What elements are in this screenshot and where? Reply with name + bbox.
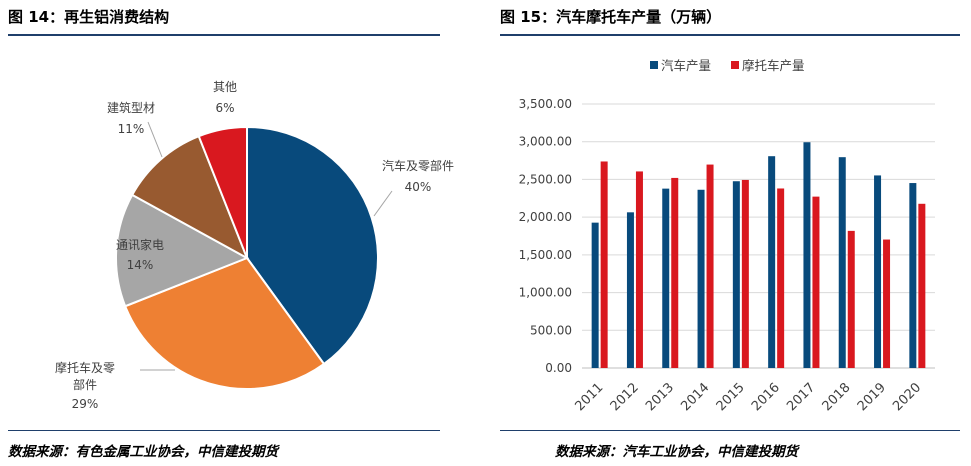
bar-auto-2018 [838,157,846,368]
x-tick-label-2019: 2019 [855,380,889,414]
bar-bottom-rule [500,430,960,431]
y-tick-label-4: 2,000.00 [519,210,572,224]
bar-moto-2013 [671,177,679,368]
bar-auto-2016 [768,156,776,368]
bar-moto-2015 [741,179,749,368]
pie-leader-line-1 [373,190,393,217]
x-tick-label-2013: 2013 [643,380,677,414]
pie-slice-label-5: 其他 [213,80,237,94]
pie-slice-5 [197,125,248,259]
legend-label-2: 摩托车产量 [742,58,805,73]
pie-slice-label-2: 摩托车及零 [55,360,115,375]
bar-moto-2011 [600,161,608,368]
bar-moto-2016 [777,188,785,368]
pie-slice-label-1: 汽车及零部件 [382,158,454,173]
x-tick-label-2015: 2015 [714,380,748,414]
bar-auto-2015 [732,181,740,368]
x-tick-label-2014: 2014 [678,380,712,414]
bar-auto-2011 [591,222,599,368]
pie-slice-label-2-cont: 部件 [73,377,97,392]
pie-slice-label-3: 通讯家电 [116,237,164,252]
y-tick-label-5: 2,500.00 [519,172,572,186]
bar-moto-2017 [812,196,820,368]
pie-slice-4 [130,134,249,261]
bar-auto-2013 [662,188,670,368]
y-tick-label-7: 3,500.00 [519,97,572,111]
bar-source-note: 数据来源：汽车工业协会，中信建投期货 [555,444,798,460]
bar-moto-2019 [883,239,891,368]
bar-auto-2019 [874,175,882,368]
pie-figure-title: 图 14：再生铝消费结构 [8,8,170,26]
bar-moto-2018 [847,230,855,368]
y-tick-label-3: 1,500.00 [519,248,572,262]
legend-swatch-2 [731,61,739,69]
bar-title-rule [500,34,960,36]
x-tick-label-2017: 2017 [784,380,818,414]
pie-slice-value-4: 11% [118,122,145,136]
pie-slice-value-3: 14% [127,258,154,272]
bar-figure-title: 图 15：汽车摩托车产量（万辆） [500,8,722,26]
y-tick-label-0: 0.00 [545,361,572,375]
bar-moto-2014 [706,164,714,368]
bar-chart: 0.00 500.00 1,000.00 1,500.00 2,000.00 2,500.… [519,58,935,414]
x-tick-label-2016: 2016 [749,380,783,414]
pie-leader-line-4 [147,121,163,158]
legend-label-1: 汽车产量 [661,58,711,73]
pie-bottom-rule [8,430,440,431]
pie-slice-1 [246,125,379,366]
bar-auto-2012 [626,212,634,368]
x-tick-label-2011: 2011 [572,380,606,414]
pie-source-note: 数据来源：有色金属工业协会，中信建投期货 [8,444,278,460]
y-tick-label-6: 3,000.00 [519,135,572,149]
pie-slice-3 [115,193,250,308]
pie-slice-2 [123,256,326,390]
x-tick-label-2012: 2012 [608,380,642,414]
x-tick-label-2018: 2018 [820,380,854,414]
legend-swatch-1 [650,61,658,69]
bar-auto-2020 [909,183,917,368]
pie-slice-label-4: 建筑型材 [107,100,155,115]
bar-moto-2012 [635,171,643,368]
y-tick-label-1: 500.00 [530,323,572,337]
pie-title-rule [8,34,440,36]
bar-auto-2014 [697,189,705,368]
pie-slice-value-2: 29% [72,397,99,411]
x-tick-label-2020: 2020 [890,380,924,414]
bar-moto-2020 [918,203,926,368]
bar-auto-2017 [803,142,811,368]
y-tick-label-2: 1,000.00 [519,286,572,300]
pie-slice-value-5: 6% [215,101,234,115]
pie-slice-value-1: 40% [405,180,432,194]
